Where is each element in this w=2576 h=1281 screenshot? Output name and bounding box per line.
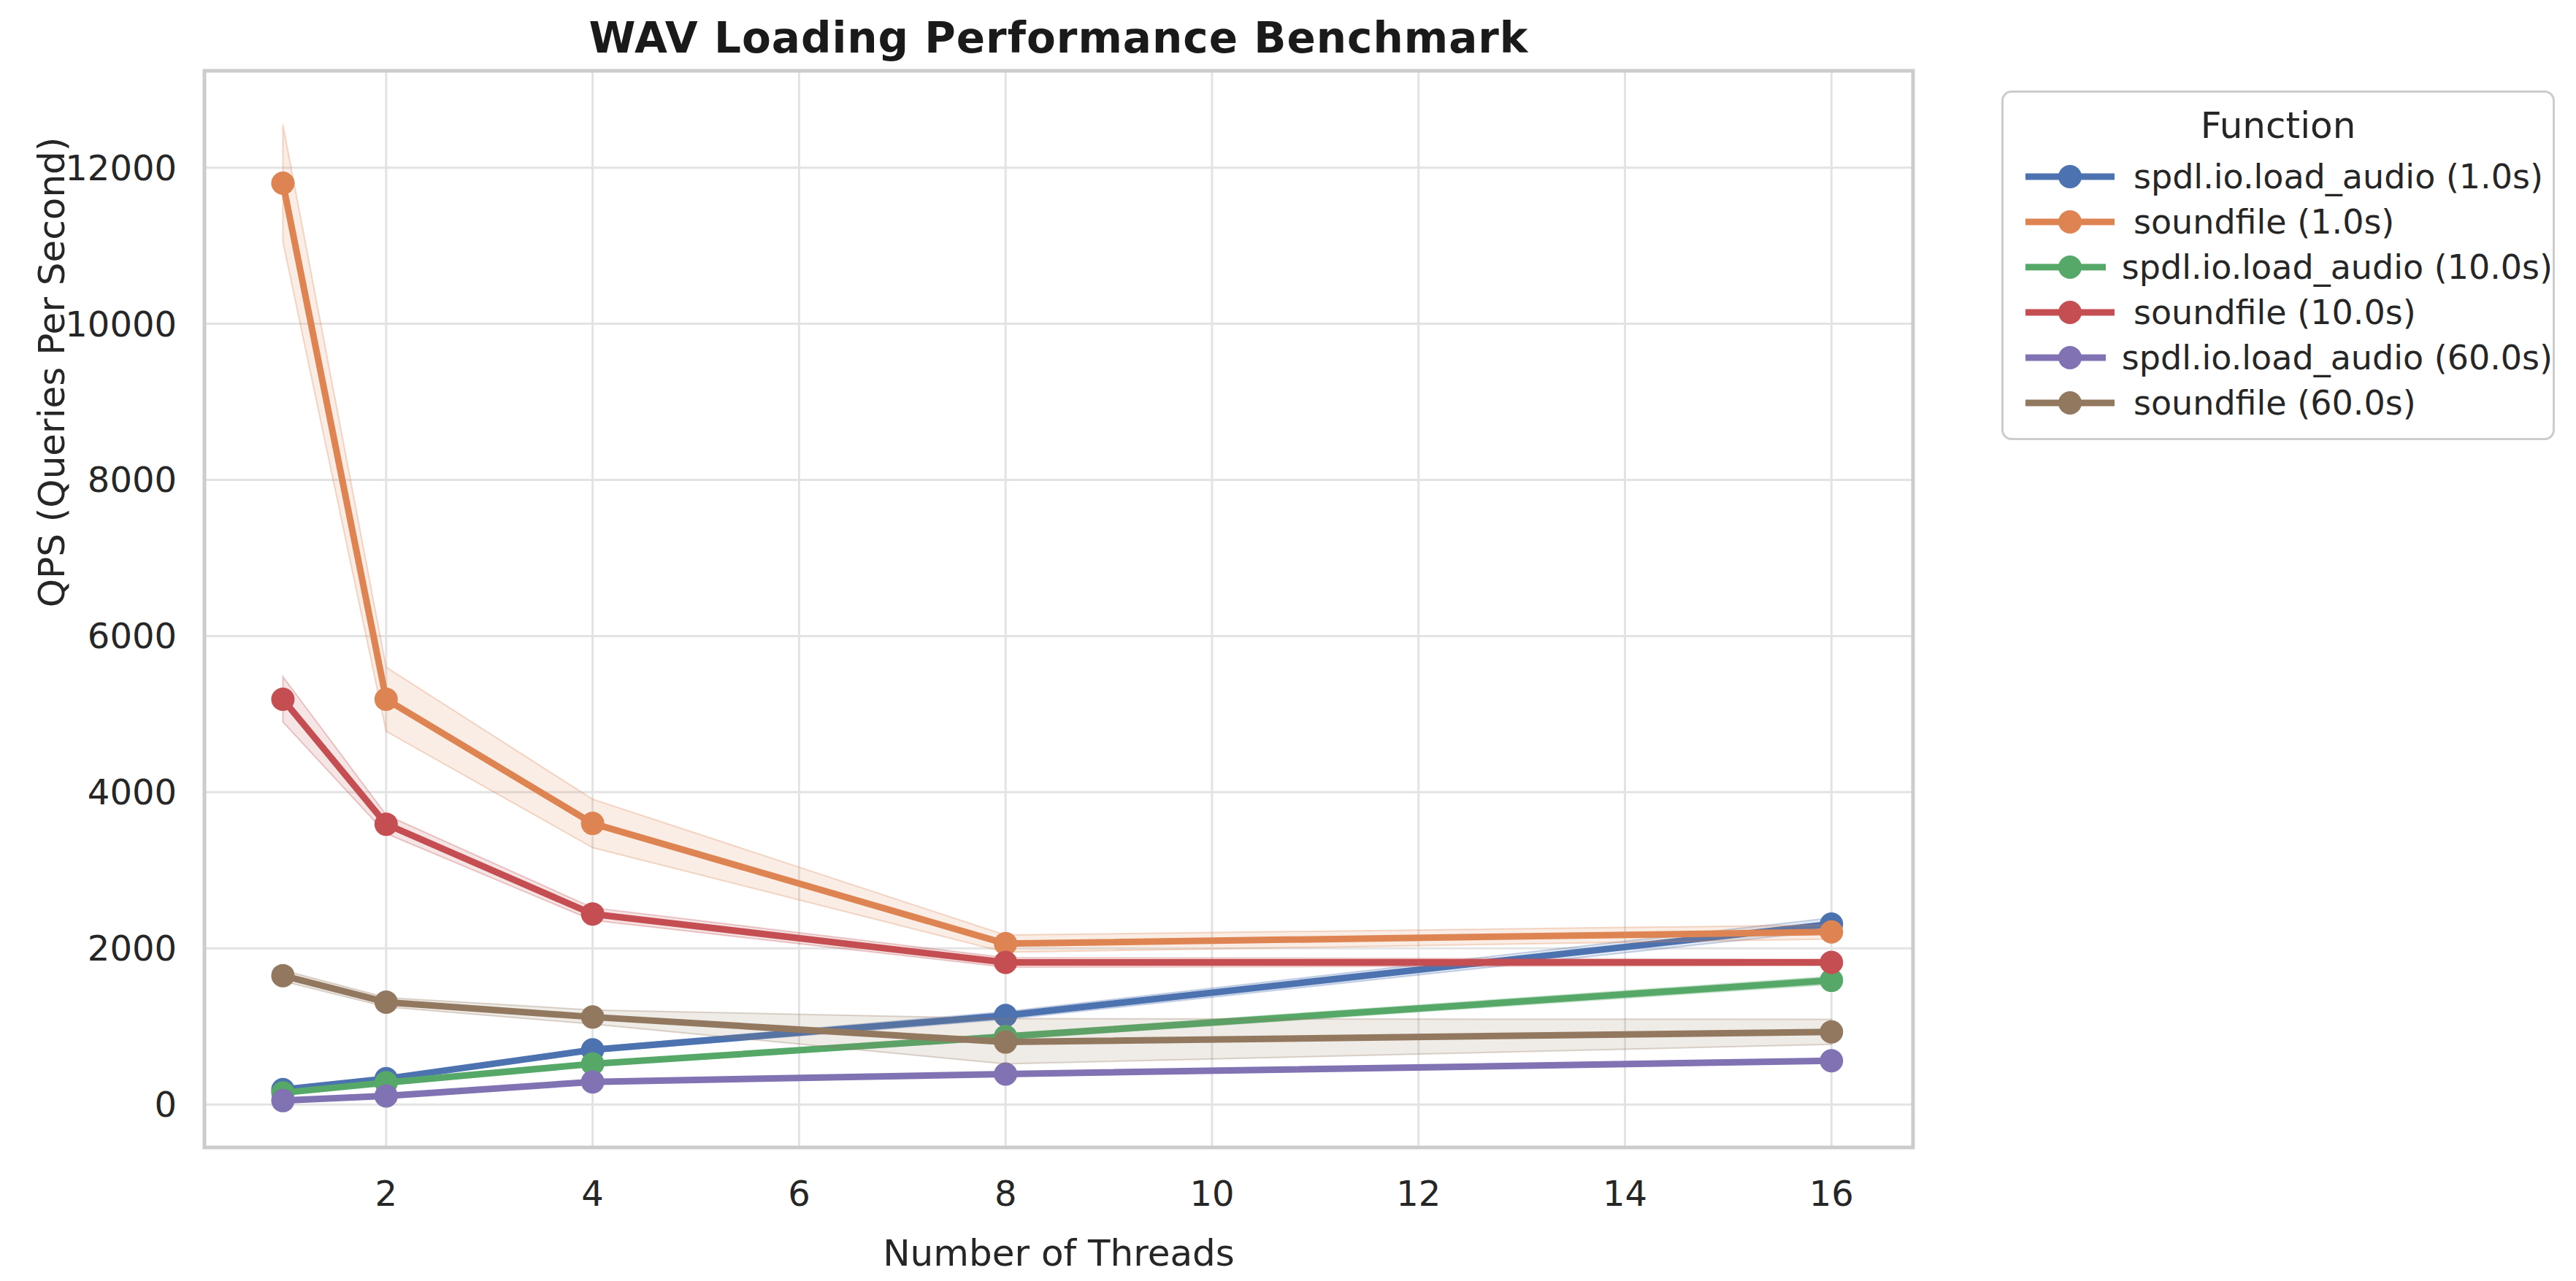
legend-item: spdl.io.load_audio (10.0s) <box>2004 245 2553 290</box>
data-point-marker <box>581 812 605 835</box>
screenshot-root: { "chart_data": { "type": "line", "title… <box>0 0 2576 1281</box>
data-point-marker <box>994 1031 1017 1054</box>
data-point-marker <box>581 902 605 926</box>
legend-marker-icon <box>2023 253 2106 282</box>
data-point-marker <box>581 1005 605 1028</box>
legend-item: soundfile (1.0s) <box>2004 199 2553 245</box>
data-point-marker <box>271 688 294 711</box>
legend-marker-icon <box>2023 162 2117 191</box>
legend-item-label: spdl.io.load_audio (10.0s) <box>2122 247 2553 287</box>
y-tick-label: 8000 <box>88 459 177 500</box>
legend-marker-icon <box>2023 298 2117 327</box>
legend-item: soundfile (60.0s) <box>2004 380 2553 426</box>
y-tick-label: 6000 <box>88 615 177 656</box>
legend-item-label: soundfile (1.0s) <box>2134 202 2394 242</box>
legend-item-label: spdl.io.load_audio (60.0s) <box>2122 338 2553 377</box>
data-point-marker <box>994 1062 1017 1085</box>
legend-items: spdl.io.load_audio (1.0s) soundfile (1.0s… <box>2004 154 2553 426</box>
y-tick-label: 0 <box>154 1084 177 1125</box>
data-point-marker <box>581 1070 605 1093</box>
legend-item: spdl.io.load_audio (60.0s) <box>2004 335 2553 380</box>
data-point-marker <box>271 172 294 195</box>
legend-item-label: soundfile (60.0s) <box>2134 383 2416 423</box>
data-point-marker <box>271 964 294 988</box>
data-point-marker <box>1820 1020 1843 1044</box>
x-tick-label: 14 <box>1603 1173 1647 1214</box>
legend-item: spdl.io.load_audio (1.0s) <box>2004 154 2553 199</box>
data-point-marker <box>271 1089 294 1112</box>
data-point-marker <box>375 990 398 1014</box>
x-tick-label: 6 <box>788 1173 810 1214</box>
x-tick-label: 8 <box>994 1173 1017 1214</box>
legend-marker-icon <box>2023 207 2117 236</box>
data-point-marker <box>994 951 1017 974</box>
legend-item-label: spdl.io.load_audio (1.0s) <box>2134 157 2543 196</box>
data-point-marker <box>375 688 398 711</box>
y-tick-label: 4000 <box>88 772 177 812</box>
y-tick-label: 2000 <box>88 928 177 969</box>
legend-marker-icon <box>2023 388 2117 418</box>
y-tick-label: 12000 <box>65 147 177 188</box>
data-point-marker <box>1820 951 1843 974</box>
x-tick-label: 16 <box>1809 1173 1854 1214</box>
legend-marker-icon <box>2023 343 2106 372</box>
plot-background <box>204 71 1913 1147</box>
data-point-marker <box>1820 920 1843 944</box>
y-tick-label: 10000 <box>65 304 177 345</box>
data-point-marker <box>1820 1049 1843 1072</box>
legend-item: soundfile (10.0s) <box>2004 290 2553 335</box>
x-tick-label: 12 <box>1396 1173 1441 1214</box>
x-tick-label: 2 <box>375 1173 398 1214</box>
data-point-marker <box>375 812 398 836</box>
x-tick-label: 4 <box>581 1173 604 1214</box>
legend: Function spdl.io.load_audio (1.0s) soundf… <box>2001 91 2555 440</box>
x-tick-label: 10 <box>1189 1173 1234 1214</box>
legend-item-label: soundfile (10.0s) <box>2134 293 2416 332</box>
legend-title: Function <box>2004 103 2553 154</box>
x-axis-label: Number of Threads <box>204 1232 1913 1274</box>
data-point-marker <box>375 1084 398 1107</box>
